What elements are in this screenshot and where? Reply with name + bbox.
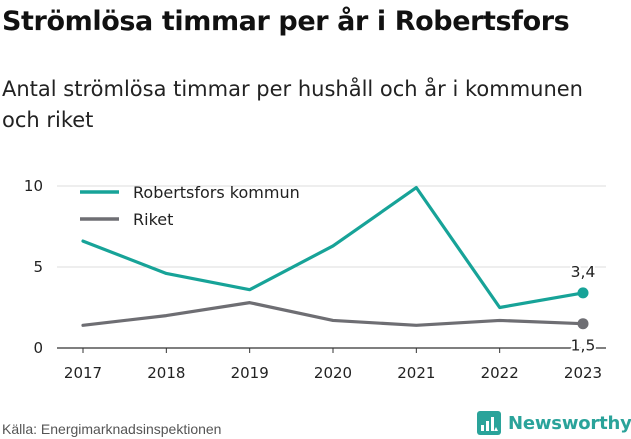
brand-logo: Newsworthy: [476, 408, 631, 438]
series-line: [81, 301, 585, 327]
label-layer: 3,4 1,5: [569, 261, 598, 357]
source-note: Källa: Energimarknadsinspektionen: [2, 421, 222, 437]
axis-layer: 0 5 10 2017 2018 2019 2020 2021 2022 2023: [24, 177, 606, 382]
x-tick-label: 2019: [231, 364, 269, 382]
y-tick-label: 5: [33, 258, 43, 276]
chart-legend: Robertsfors kommun Riket: [80, 183, 300, 229]
x-tick-label: 2020: [314, 364, 352, 382]
series-end-point: [577, 318, 589, 330]
y-tick-label: 0: [33, 339, 43, 357]
brand-name: Newsworthy: [508, 412, 631, 434]
x-tick-label: 2023: [564, 364, 602, 382]
legend-label: Riket: [133, 210, 173, 229]
x-tick-label: 2018: [147, 364, 185, 382]
chart-title: Strömlösa timmar per år i Robertsfors: [2, 6, 570, 37]
series-layer: [81, 186, 589, 330]
x-tick-label: 2017: [64, 364, 102, 382]
chart-subtitle: Antal strömlösa timmar per hushåll och å…: [2, 77, 583, 132]
newsworthy-logo-icon: [477, 411, 501, 435]
series-end-label: 1,5: [571, 337, 596, 355]
y-tick-label: 10: [24, 177, 43, 195]
legend-label: Robertsfors kommun: [133, 183, 300, 202]
series-end-point: [577, 287, 589, 299]
series-line: [81, 186, 585, 310]
x-tick-label: 2021: [397, 364, 435, 382]
series-end-label: 3,4: [571, 263, 596, 281]
x-tick-label: 2022: [481, 364, 519, 382]
